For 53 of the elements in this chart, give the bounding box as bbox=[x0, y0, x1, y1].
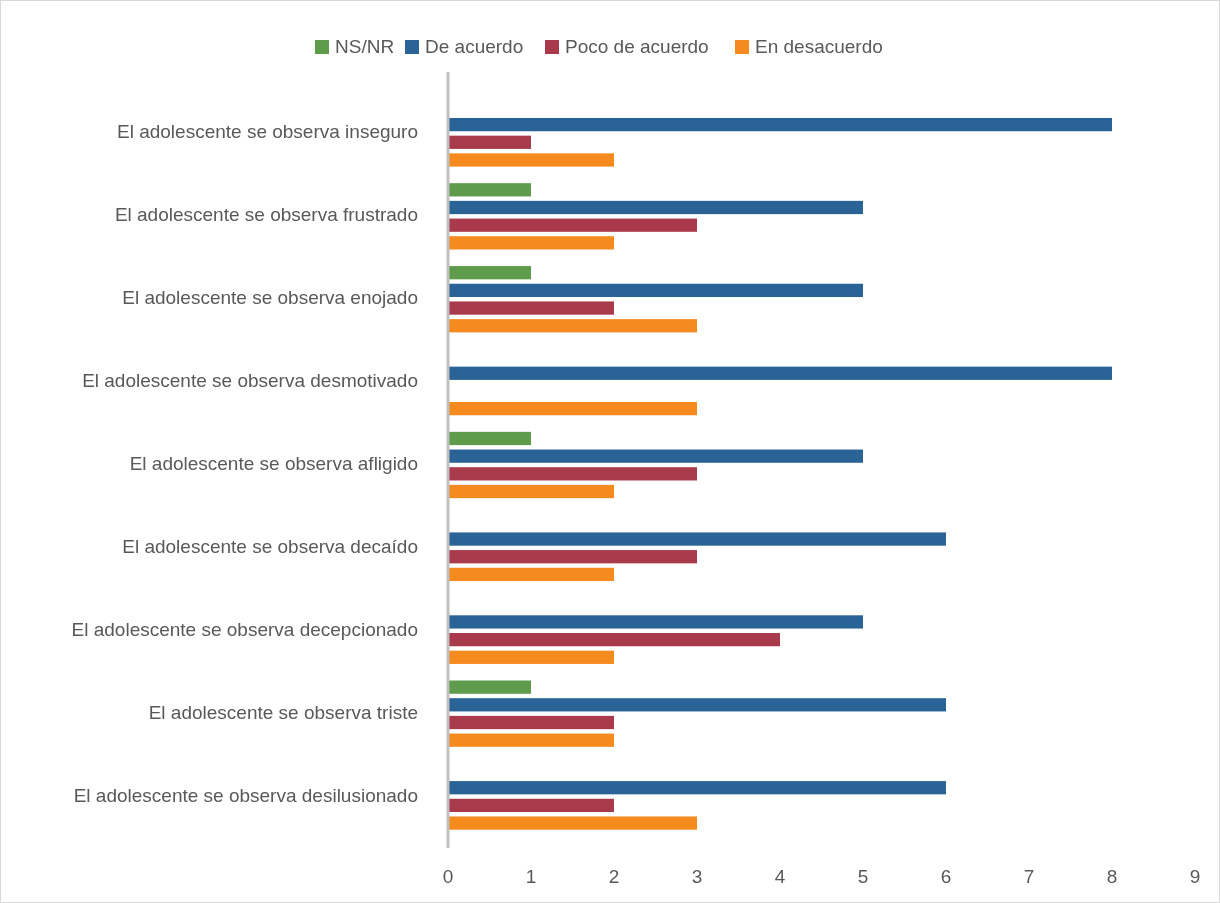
bar bbox=[448, 153, 614, 167]
bar bbox=[448, 431, 531, 446]
y-tick-label: El adolescente se observa inseguro bbox=[116, 121, 418, 143]
x-tick-label: 5 bbox=[857, 866, 869, 887]
x-tick-label: 1 bbox=[525, 866, 537, 887]
bar bbox=[448, 366, 1112, 380]
bar bbox=[448, 301, 614, 315]
x-tick-label: 8 bbox=[1106, 866, 1118, 887]
legend-label: De acuerdo bbox=[425, 36, 524, 58]
y-tick-label: El adolescente se observa desilusionado bbox=[73, 784, 418, 806]
bar bbox=[448, 550, 697, 564]
bar bbox=[448, 266, 531, 280]
x-tick-label: 7 bbox=[1023, 866, 1035, 887]
x-tick-label: 9 bbox=[1189, 866, 1201, 887]
y-tick-label: El adolescente se observa afligido bbox=[129, 453, 418, 475]
legend-label: En desacuerdo bbox=[755, 36, 883, 58]
x-tick-label: 2 bbox=[608, 866, 620, 887]
y-tick-label: El adolescente se observa desmotivado bbox=[82, 370, 418, 392]
x-tick-label: 0 bbox=[442, 866, 454, 887]
y-tick-label: El adolescente se observa enojado bbox=[122, 287, 418, 309]
bar bbox=[448, 484, 614, 499]
bar bbox=[448, 532, 946, 546]
bar bbox=[448, 236, 614, 250]
y-tick-label: El adolescente se observa frustrado bbox=[114, 204, 418, 226]
bar bbox=[448, 615, 863, 629]
bar bbox=[448, 183, 531, 197]
x-tick-label: 4 bbox=[774, 866, 786, 887]
bar bbox=[448, 117, 1112, 132]
legend-label: NS/NR bbox=[335, 36, 395, 58]
bar bbox=[448, 632, 780, 647]
bar bbox=[448, 402, 697, 416]
y-tick-label: El adolescente se observa decepcionado bbox=[71, 618, 418, 640]
bar bbox=[448, 650, 614, 664]
bar bbox=[448, 798, 614, 813]
bar bbox=[448, 698, 946, 712]
bar bbox=[448, 218, 697, 232]
x-tick-label: 6 bbox=[940, 866, 952, 887]
bar bbox=[448, 781, 946, 795]
legend-label: Poco de acuerdo bbox=[565, 36, 709, 58]
bar bbox=[448, 449, 863, 463]
bar bbox=[448, 680, 531, 694]
bar bbox=[448, 319, 697, 333]
bar bbox=[448, 715, 614, 730]
bar bbox=[448, 733, 614, 747]
bar bbox=[448, 200, 863, 215]
y-tick-label: El adolescente se observa decaído bbox=[122, 535, 418, 557]
bar bbox=[448, 816, 697, 830]
bar bbox=[448, 283, 863, 298]
bar bbox=[448, 135, 531, 149]
bar bbox=[448, 567, 614, 582]
y-tick-label: El adolescente se observa triste bbox=[148, 701, 418, 723]
x-tick-label: 3 bbox=[691, 866, 703, 887]
bar bbox=[448, 467, 697, 481]
